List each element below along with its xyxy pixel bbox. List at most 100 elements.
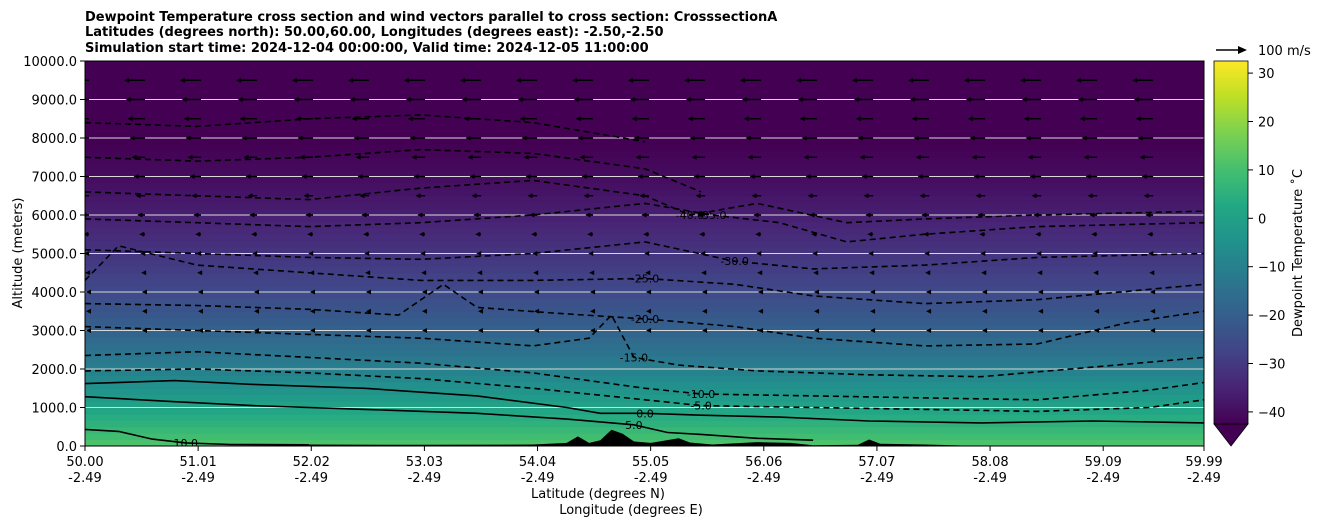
wind-vector-head bbox=[861, 174, 867, 179]
wind-vector-head bbox=[1133, 97, 1139, 102]
wind-vector-head bbox=[249, 212, 255, 218]
wind-vector-head bbox=[870, 289, 876, 295]
wind-vector-head bbox=[635, 154, 641, 160]
wind-vector-head bbox=[531, 231, 537, 237]
dewpoint-band bbox=[85, 61, 1204, 75]
wind-vector-head bbox=[807, 193, 813, 199]
wind-vector-head bbox=[693, 174, 699, 179]
wind-vector-head bbox=[517, 97, 523, 102]
wind-vector-head bbox=[590, 328, 596, 333]
chart-title: Dewpoint Temperature cross section and w… bbox=[85, 10, 777, 56]
wind-vector-head bbox=[198, 328, 204, 333]
contour-label: 10.0 bbox=[174, 437, 199, 450]
wind-vector-head bbox=[1131, 77, 1137, 83]
wind-vector-head bbox=[863, 193, 869, 199]
dewpoint-band bbox=[85, 227, 1204, 235]
wind-vector-head bbox=[347, 77, 353, 83]
wind-vector-head bbox=[241, 135, 247, 141]
wind-vector-head bbox=[465, 135, 471, 141]
dewpoint-band bbox=[85, 266, 1204, 274]
dewpoint-band bbox=[85, 311, 1204, 319]
wind-vector-head bbox=[571, 77, 577, 83]
colorbar-tick-label: −20 bbox=[1258, 309, 1285, 324]
wind-vector-head bbox=[133, 174, 139, 179]
x-tick-label-lon: -2.49 bbox=[68, 471, 102, 486]
plot-area: 10.0 5.00.0 -5.0-10.0 -15.0 -20.0 -25.0 -30.0 -… bbox=[84, 60, 1205, 450]
contour-line bbox=[85, 241, 1204, 270]
dewpoint-band bbox=[85, 401, 1204, 409]
contour-label: -25.0 bbox=[631, 273, 659, 286]
dewpoint-band bbox=[85, 426, 1204, 434]
wind-vector-head bbox=[919, 193, 925, 199]
wind-vector-head bbox=[235, 77, 241, 83]
dewpoint-band bbox=[85, 330, 1204, 338]
colorbar-fill bbox=[1214, 61, 1248, 424]
y-tick-label: 2000.0 bbox=[32, 363, 78, 378]
dewpoint-band bbox=[85, 259, 1204, 267]
y-tick-label: 7000.0 bbox=[32, 171, 78, 186]
wind-vector-head bbox=[1079, 116, 1085, 122]
wind-vector-head bbox=[185, 135, 191, 141]
wind-vector-head bbox=[1029, 174, 1035, 179]
wind-vector-head bbox=[459, 77, 465, 83]
wind-vector-head bbox=[982, 289, 988, 295]
wind-vector-head bbox=[1149, 270, 1155, 276]
wind-vector-head bbox=[981, 270, 987, 276]
wind-vector-head bbox=[1087, 193, 1093, 199]
contour-line bbox=[85, 313, 1204, 378]
wind-vector-head bbox=[85, 270, 91, 276]
contour-label: -10.0 bbox=[687, 388, 715, 401]
wind-vector-head bbox=[1038, 308, 1044, 314]
wind-vector-head bbox=[689, 135, 695, 141]
wind-vector-head bbox=[415, 193, 421, 199]
wind-vector-head bbox=[1027, 154, 1033, 160]
wind-vector-head bbox=[198, 308, 204, 314]
wind-vector-head bbox=[523, 154, 529, 160]
dewpoint-band bbox=[85, 362, 1204, 370]
wind-vector-head bbox=[1038, 289, 1044, 295]
wind-vector-head bbox=[641, 212, 647, 218]
wind-vector-head bbox=[420, 251, 426, 256]
wind-vector-head bbox=[417, 212, 423, 218]
wind-vector-head bbox=[1094, 289, 1100, 295]
wind-vector-head bbox=[198, 289, 204, 295]
title-line-3: Simulation start time: 2024-12-04 00:00:… bbox=[85, 41, 649, 56]
wind-vector-head bbox=[980, 251, 986, 256]
wind-vector-head bbox=[1150, 328, 1156, 333]
wind-vector-head bbox=[463, 116, 469, 122]
wind-vector-head bbox=[868, 251, 874, 256]
wind-vector-head bbox=[476, 251, 482, 256]
wind-vector-head bbox=[129, 135, 135, 141]
wind-vector-head bbox=[1150, 308, 1156, 314]
wind-vector-head bbox=[247, 193, 253, 199]
wind-vector-head bbox=[191, 193, 197, 199]
wind-vector-head bbox=[254, 289, 260, 295]
dewpoint-band bbox=[85, 215, 1204, 223]
wind-vector-head bbox=[254, 308, 260, 314]
y-axis-label: Altitude (meters) bbox=[11, 198, 26, 309]
contour-label: -15.0 bbox=[620, 351, 648, 364]
wind-vector-head bbox=[646, 289, 652, 295]
dewpoint-band bbox=[85, 234, 1204, 242]
contour-line bbox=[85, 179, 1204, 224]
y-tick-label: 0.0 bbox=[56, 440, 77, 455]
wind-vector-head bbox=[310, 289, 316, 295]
wind-vector-head bbox=[685, 97, 691, 102]
wind-vector-head bbox=[243, 154, 249, 160]
quiver-key-label: 100 m/s bbox=[1258, 44, 1311, 59]
wind-vector-head bbox=[870, 328, 876, 333]
wind-vector-head bbox=[869, 270, 875, 276]
dewpoint-band bbox=[85, 407, 1204, 415]
wind-vector-head bbox=[405, 97, 411, 102]
wind-vector-head bbox=[366, 328, 372, 333]
colorbar-tick-label: −10 bbox=[1258, 261, 1285, 276]
wind-vector-head bbox=[1036, 251, 1042, 256]
wind-vector-head bbox=[795, 77, 801, 83]
wind-vector-head bbox=[366, 289, 372, 295]
wind-vector-head bbox=[355, 154, 361, 160]
dewpoint-band bbox=[85, 336, 1204, 344]
wind-vector-head bbox=[755, 231, 761, 237]
colorbar-tick-label: −30 bbox=[1258, 358, 1285, 373]
wind-vector-head bbox=[478, 308, 484, 314]
wind-vector-head bbox=[743, 116, 749, 122]
